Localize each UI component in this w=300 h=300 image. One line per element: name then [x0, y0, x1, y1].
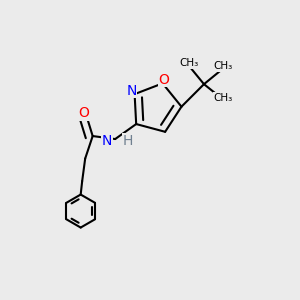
Text: N: N: [102, 134, 112, 148]
Text: O: O: [78, 106, 89, 120]
Text: CH₃: CH₃: [214, 61, 233, 71]
Text: N: N: [126, 83, 137, 98]
Text: H: H: [123, 134, 133, 148]
Text: CH₃: CH₃: [214, 93, 233, 103]
Text: CH₃: CH₃: [179, 58, 199, 68]
Text: O: O: [159, 73, 170, 87]
